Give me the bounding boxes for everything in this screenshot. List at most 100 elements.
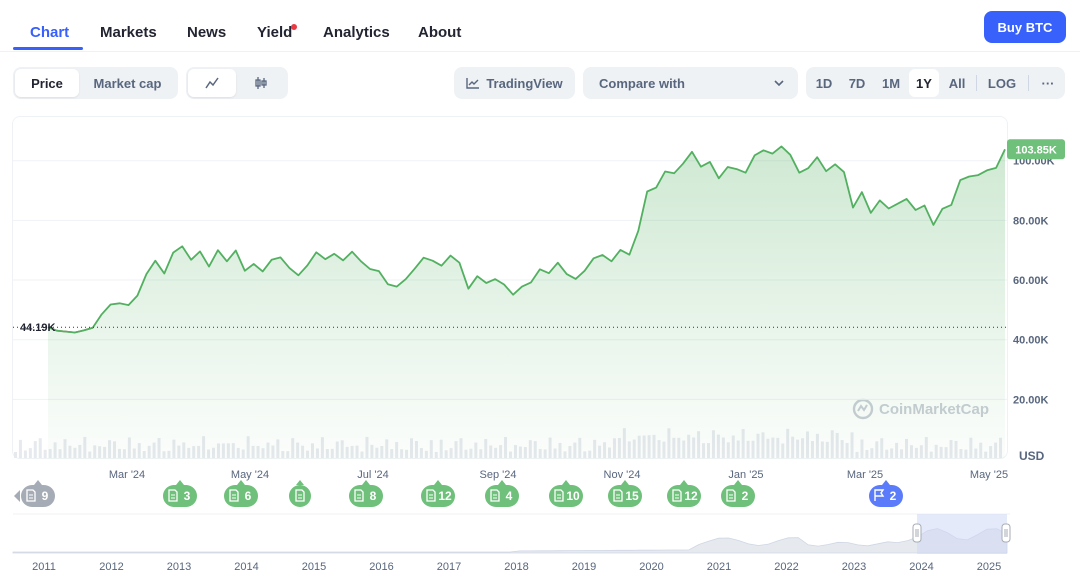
navigator-handle[interactable]	[1001, 523, 1011, 543]
event-badge-bg	[608, 485, 642, 507]
range-1y[interactable]: 1Y	[909, 69, 939, 97]
event-count: 12	[684, 489, 698, 503]
event-count: 2	[890, 489, 897, 503]
event-badge-pointer	[734, 480, 742, 485]
range-divider	[976, 75, 977, 91]
x-tick-label: Nov '24	[604, 469, 641, 481]
compare-dropdown[interactable]: Compare with	[583, 67, 798, 99]
event-badge-bg	[549, 485, 583, 507]
navigator-year-label: 2019	[572, 561, 596, 573]
event-badge-pointer	[296, 480, 304, 485]
event-count: 2	[742, 489, 749, 503]
document-icon	[613, 489, 623, 502]
range-1m[interactable]: 1M	[881, 75, 901, 91]
scroll-left-icon	[14, 490, 20, 502]
event-news-badge: 9	[21, 480, 55, 507]
y-tick-label: 40.00K	[1013, 335, 1049, 347]
document-icon	[354, 489, 364, 502]
current-price-badge	[1007, 139, 1065, 160]
event-badge-pointer	[176, 480, 184, 485]
event-badge-bg	[485, 485, 519, 507]
metric-toggle: Price Market cap	[13, 67, 178, 99]
event-news-badge: 3	[163, 480, 197, 507]
event-news-badge: 6	[224, 480, 258, 507]
navigator-year-label: 2021	[707, 561, 731, 573]
x-tick-label: Mar '24	[109, 469, 145, 481]
event-badge-bg	[289, 485, 311, 507]
document-icon	[672, 489, 682, 502]
x-tick-label: Sep '24	[480, 469, 517, 481]
buy-button[interactable]: Buy BTC	[984, 11, 1066, 43]
range-divider	[1028, 75, 1029, 91]
y-tick-label: 20.00K	[1013, 394, 1049, 406]
x-tick-label: May '25	[970, 469, 1008, 481]
tradingview-label: TradingView	[486, 75, 563, 91]
document-icon	[726, 489, 736, 502]
event-badge-pointer	[362, 480, 370, 485]
tab-yield[interactable]: Yield	[257, 24, 293, 41]
range-1d[interactable]: 1D	[815, 75, 833, 91]
notification-dot	[291, 24, 297, 30]
navigator-year-label: 2013	[167, 561, 191, 573]
candlestick-button[interactable]	[236, 69, 286, 97]
event-count: 9	[42, 489, 49, 503]
x-tick-label: Jul '24	[357, 469, 388, 481]
event-badge-pointer	[680, 480, 688, 485]
document-icon	[168, 489, 178, 502]
x-tick-label: Mar '25	[847, 469, 883, 481]
navigator-year-label: 2015	[302, 561, 326, 573]
event-badge-pointer	[498, 480, 506, 485]
line-chart-button[interactable]	[188, 69, 236, 97]
event-count: 3	[184, 489, 191, 503]
log-toggle[interactable]: LOG	[987, 75, 1017, 91]
navigator-year-label: 2025	[977, 561, 1001, 573]
event-badge-pointer	[434, 480, 442, 485]
navigator-year-label: 2017	[437, 561, 461, 573]
document-icon	[426, 489, 436, 502]
document-icon	[554, 489, 564, 502]
event-count: 6	[245, 489, 252, 503]
event-news-badge: 15	[608, 480, 642, 507]
price-option[interactable]: Price	[15, 69, 79, 97]
event-count: 8	[370, 489, 377, 503]
line-chart-icon	[205, 77, 219, 89]
tab-markets[interactable]: Markets	[100, 24, 157, 41]
top-nav: Chart Markets News Yield Analytics About…	[0, 0, 1080, 52]
trend-chart-icon	[466, 78, 480, 89]
market-cap-option[interactable]: Market cap	[93, 75, 162, 91]
event-badge-bg	[869, 485, 903, 507]
navigator-selection	[917, 514, 1007, 554]
tab-analytics[interactable]: Analytics	[323, 24, 390, 41]
event-news-badge: 10	[549, 480, 583, 507]
event-news-badge	[289, 480, 311, 507]
watermark-text: CoinMarketCap	[879, 400, 990, 418]
y-tick-label: 80.00K	[1013, 215, 1049, 227]
navigator-handle[interactable]	[912, 523, 922, 543]
event-count: 4	[506, 489, 513, 503]
document-icon	[26, 489, 36, 502]
range-7d[interactable]: 7D	[848, 75, 866, 91]
watermark: CoinMarketCap	[852, 398, 989, 420]
tab-chart[interactable]: Chart	[30, 24, 70, 41]
compare-label: Compare with	[599, 75, 685, 91]
x-tick-label: Jan '25	[728, 469, 763, 481]
range-all[interactable]: All	[948, 75, 966, 91]
event-flag-badge: 2	[869, 480, 903, 507]
event-badge-pointer	[621, 480, 629, 485]
tab-about[interactable]: About	[418, 24, 462, 41]
navigator-area	[12, 528, 1008, 554]
event-news-badge: 12	[421, 480, 455, 507]
y-tick-label: 60.00K	[1013, 275, 1049, 287]
event-badge-bg	[163, 485, 197, 507]
navigator-year-label: 2024	[909, 561, 933, 573]
tradingview-button[interactable]: TradingView	[454, 67, 575, 99]
event-news-badge: 4	[485, 480, 519, 507]
event-badge-pointer	[34, 480, 42, 485]
more-options-button[interactable]: ···	[1041, 75, 1055, 91]
document-icon	[490, 489, 500, 502]
chevron-down-icon	[774, 80, 784, 87]
event-badge-bg	[21, 485, 55, 507]
tab-news[interactable]: News	[187, 24, 227, 41]
navigator-year-label: 2022	[774, 561, 798, 573]
event-news-badge: 2	[721, 480, 755, 507]
